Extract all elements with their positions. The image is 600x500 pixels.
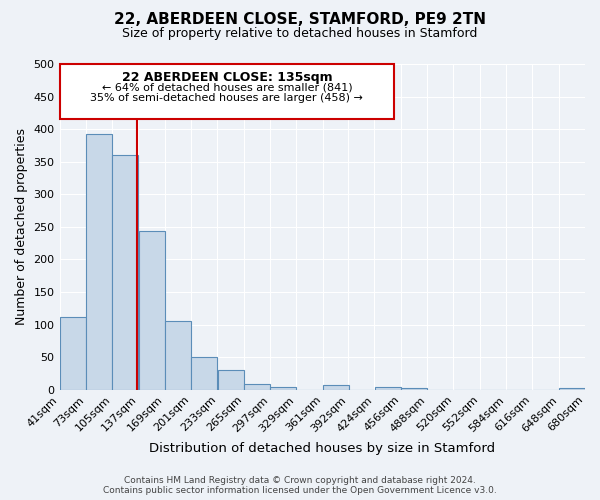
Bar — [559, 388, 585, 390]
Bar — [244, 384, 270, 390]
Text: ← 64% of detached houses are smaller (841): ← 64% of detached houses are smaller (84… — [101, 82, 352, 92]
Bar — [59, 64, 394, 120]
Bar — [139, 232, 164, 390]
Bar — [191, 357, 217, 390]
Bar — [112, 155, 138, 390]
Bar — [401, 388, 427, 390]
Text: 22, ABERDEEN CLOSE, STAMFORD, PE9 2TN: 22, ABERDEEN CLOSE, STAMFORD, PE9 2TN — [114, 12, 486, 28]
Bar — [323, 384, 349, 390]
Bar — [86, 134, 112, 390]
Bar — [374, 386, 401, 390]
Bar — [270, 386, 296, 390]
Text: 35% of semi-detached houses are larger (458) →: 35% of semi-detached houses are larger (… — [91, 94, 364, 104]
Bar — [218, 370, 244, 390]
Text: Contains HM Land Registry data © Crown copyright and database right 2024.
Contai: Contains HM Land Registry data © Crown c… — [103, 476, 497, 495]
Bar — [165, 322, 191, 390]
Text: Size of property relative to detached houses in Stamford: Size of property relative to detached ho… — [122, 28, 478, 40]
Text: 22 ABERDEEN CLOSE: 135sqm: 22 ABERDEEN CLOSE: 135sqm — [122, 70, 332, 84]
Y-axis label: Number of detached properties: Number of detached properties — [15, 128, 28, 326]
Bar — [60, 318, 86, 390]
X-axis label: Distribution of detached houses by size in Stamford: Distribution of detached houses by size … — [149, 442, 496, 455]
